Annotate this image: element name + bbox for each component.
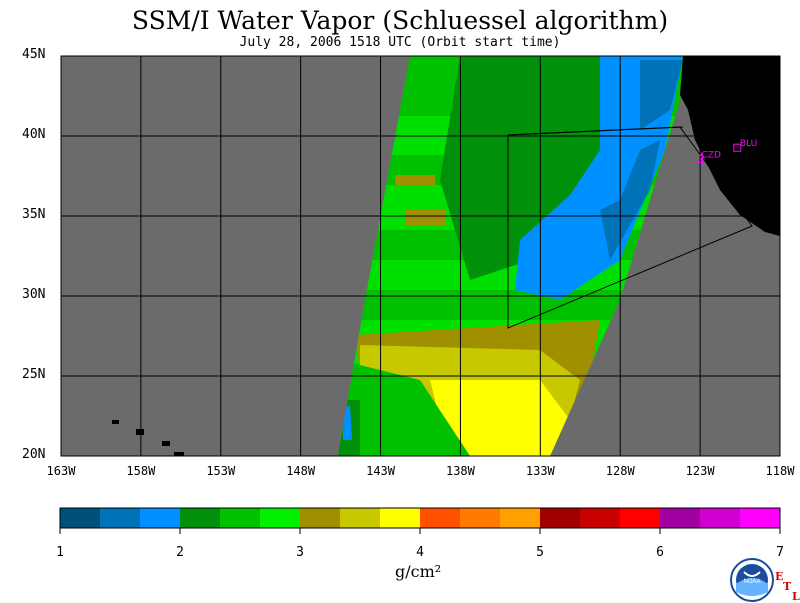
colorbar-tick-label: 3 [296, 545, 304, 560]
station-marker [695, 154, 704, 163]
longitude-label: 143W [366, 464, 395, 478]
colorbar-tick-label: 4 [416, 545, 424, 560]
hawaii-island [136, 429, 144, 435]
longitude-label: 163W [46, 464, 76, 478]
latitude-label: 40N [22, 127, 46, 142]
station-marker [733, 143, 742, 152]
hawaii-island [112, 420, 119, 424]
etl-e: E [775, 570, 784, 583]
hawaii-island [162, 441, 170, 446]
colorbar-unit: g/cm² [395, 562, 442, 581]
longitude-label: 133W [525, 464, 555, 478]
colorbar-tick-label: 5 [536, 545, 544, 560]
longitude-label: 123W [685, 464, 715, 478]
latitude-label: 20N [22, 447, 46, 462]
colorbar-tick-label: 7 [776, 545, 784, 560]
latitude-label: 25N [22, 367, 46, 382]
map-title: SSM/I Water Vapor (Schluessel algorithm) [131, 6, 669, 35]
station-markers: CZD BLU [695, 139, 757, 163]
hawaii-island [174, 452, 184, 456]
etl-l: L [792, 590, 800, 603]
etl-t: T [783, 580, 792, 593]
colorbar-tick-label: 1 [56, 545, 64, 560]
noaa-logo: NOAA [730, 558, 774, 602]
longitude-label: 138W [445, 464, 475, 478]
longitude-label: 153W [206, 464, 236, 478]
station-label: CZD [702, 150, 721, 160]
station-label: BLU [740, 139, 757, 149]
colorbar-tick-label: 2 [176, 545, 184, 560]
map-frame [60, 55, 781, 457]
map-subtitle: July 28, 2006 1518 UTC (Orbit start time… [239, 35, 561, 50]
latitude-label: 35N [22, 207, 46, 222]
latitude-label: 30N [22, 287, 46, 302]
longitude-label: 128W [605, 464, 635, 478]
longitude-label: 158W [126, 464, 156, 478]
analysis-region [507, 126, 753, 329]
longitude-label: 148W [286, 464, 316, 478]
california-land [680, 56, 780, 236]
latitude-label: 45N [22, 47, 46, 62]
longitude-label: 118W [765, 464, 795, 478]
logo-text: NOAA [743, 579, 760, 585]
colorbar-tick-label: 6 [656, 545, 664, 560]
